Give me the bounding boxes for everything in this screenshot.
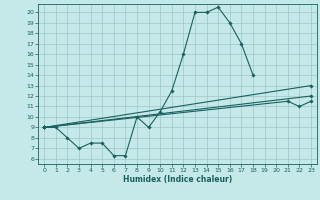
X-axis label: Humidex (Indice chaleur): Humidex (Indice chaleur) <box>123 175 232 184</box>
